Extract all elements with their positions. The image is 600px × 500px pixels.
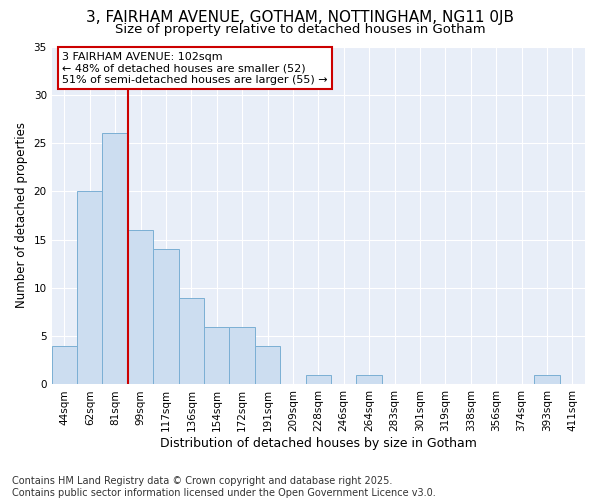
Text: 3 FAIRHAM AVENUE: 102sqm
← 48% of detached houses are smaller (52)
51% of semi-d: 3 FAIRHAM AVENUE: 102sqm ← 48% of detach… xyxy=(62,52,328,85)
Bar xyxy=(153,250,179,384)
Bar xyxy=(103,134,128,384)
Bar xyxy=(534,375,560,384)
Text: Size of property relative to detached houses in Gotham: Size of property relative to detached ho… xyxy=(115,22,485,36)
Bar xyxy=(128,230,153,384)
Bar xyxy=(305,375,331,384)
Bar xyxy=(179,298,204,384)
Text: 3, FAIRHAM AVENUE, GOTHAM, NOTTINGHAM, NG11 0JB: 3, FAIRHAM AVENUE, GOTHAM, NOTTINGHAM, N… xyxy=(86,10,514,25)
Bar xyxy=(229,326,255,384)
Bar xyxy=(255,346,280,385)
X-axis label: Distribution of detached houses by size in Gotham: Distribution of detached houses by size … xyxy=(160,437,477,450)
Text: Contains HM Land Registry data © Crown copyright and database right 2025.
Contai: Contains HM Land Registry data © Crown c… xyxy=(12,476,436,498)
Bar xyxy=(52,346,77,385)
Bar xyxy=(77,192,103,384)
Y-axis label: Number of detached properties: Number of detached properties xyxy=(15,122,28,308)
Bar xyxy=(204,326,229,384)
Bar xyxy=(356,375,382,384)
